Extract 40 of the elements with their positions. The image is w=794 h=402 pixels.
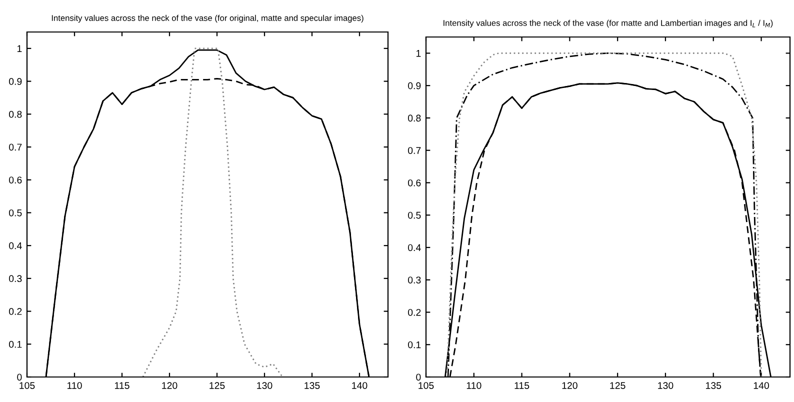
y-tick-label: 0 xyxy=(416,374,421,381)
y-tick-label: 0.5 xyxy=(9,209,22,216)
y-tick-label: 0.3 xyxy=(408,276,421,284)
y-tick-label: 1 xyxy=(17,45,22,52)
y-tick-label: 0.9 xyxy=(408,82,421,90)
y-tick-label: 0.3 xyxy=(9,275,22,282)
y-tick-label: 0.7 xyxy=(408,147,421,154)
x-tick-label: 110 xyxy=(67,382,82,389)
y-tick-label: 0.5 xyxy=(408,212,421,219)
x-tick-label: 115 xyxy=(514,382,530,389)
x-tick-label: 105 xyxy=(418,382,434,389)
y-tick-label: 0 xyxy=(17,374,22,381)
y-tick-label: 0.8 xyxy=(408,114,421,122)
y-tick-label: 0.9 xyxy=(9,78,22,85)
y-tick-label: 0.1 xyxy=(408,341,421,348)
y-tick-label: 0.8 xyxy=(9,110,22,118)
x-tick-label: 130 xyxy=(257,382,272,389)
chart-title: Intensity values across the neck of the vase (for original, matte and specular images) xyxy=(52,14,364,23)
x-tick-label: 115 xyxy=(114,382,130,389)
x-tick-label: 120 xyxy=(562,382,578,389)
x-tick-label: 120 xyxy=(162,382,178,389)
y-tick-label: 0.4 xyxy=(9,242,22,250)
x-tick-label: 140 xyxy=(754,382,769,389)
x-tick-label: 105 xyxy=(20,382,35,389)
y-tick-label: 0.2 xyxy=(408,308,421,316)
x-tick-label: 125 xyxy=(610,382,626,389)
y-tick-label: 1 xyxy=(416,50,421,57)
y-tick-label: 0.2 xyxy=(9,308,22,315)
x-tick-label: 140 xyxy=(352,382,368,389)
y-tick-label: 0.4 xyxy=(408,244,421,252)
y-tick-label: 0.6 xyxy=(408,179,421,186)
y-tick-label: 0.1 xyxy=(9,340,22,348)
x-tick-label: 135 xyxy=(706,382,722,389)
x-tick-label: 130 xyxy=(658,382,674,389)
x-tick-label: 125 xyxy=(210,382,225,389)
y-tick-label: 0.7 xyxy=(9,144,22,151)
chart-title: Intensity values across the neck of the vase (for matte and Lambertian images and I$_{L}$ / I$_{M}$) xyxy=(444,20,773,28)
x-tick-label: 135 xyxy=(304,382,320,389)
x-tick-label: 110 xyxy=(466,382,482,389)
y-tick-label: 0.6 xyxy=(9,176,22,184)
